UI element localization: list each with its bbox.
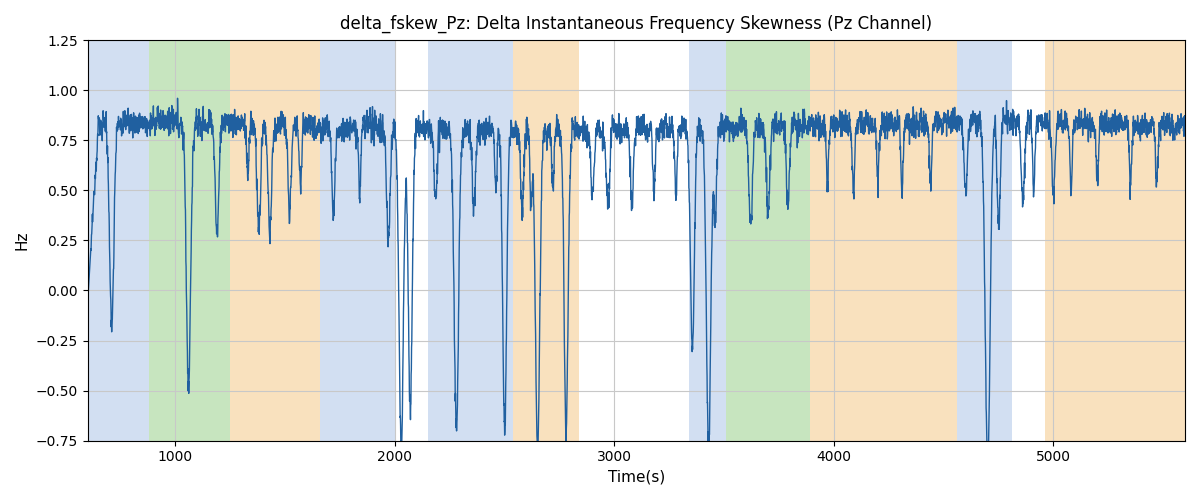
Bar (149, 40, 230, 440)
Y-axis label: Hz: Hz (14, 230, 30, 250)
Bar (726, 40, 810, 440)
Bar (88, 40, 149, 440)
Bar (956, 40, 1012, 440)
X-axis label: Time(s): Time(s) (607, 470, 665, 485)
Bar (689, 40, 726, 440)
Bar (514, 40, 580, 440)
Bar (810, 40, 956, 440)
Bar (427, 40, 514, 440)
Bar (230, 40, 320, 440)
Title: delta_fskew_Pz: Delta Instantaneous Frequency Skewness (Pz Channel): delta_fskew_Pz: Delta Instantaneous Freq… (341, 15, 932, 34)
Bar (1044, 40, 1186, 440)
Bar (320, 40, 395, 440)
